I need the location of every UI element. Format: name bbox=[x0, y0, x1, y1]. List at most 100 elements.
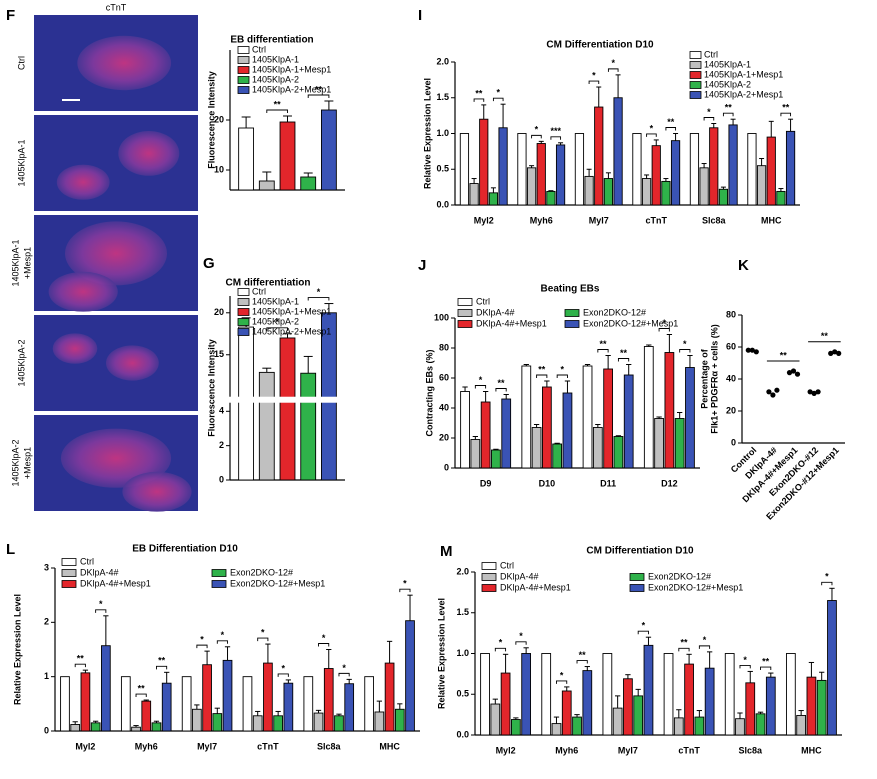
bar bbox=[212, 713, 223, 732]
y-axis-label: Fluorescence Intensity bbox=[206, 339, 216, 437]
significance-bracket bbox=[156, 665, 168, 670]
y-tick-label: 15 bbox=[214, 349, 224, 359]
significance-bracket bbox=[760, 666, 772, 671]
bar bbox=[120, 676, 131, 732]
chart-title: EB differentiation bbox=[230, 35, 313, 46]
bar bbox=[498, 127, 508, 206]
bar bbox=[238, 326, 255, 481]
legend-swatch bbox=[457, 320, 473, 328]
legend-label: Ctrl bbox=[476, 296, 490, 306]
bar bbox=[685, 367, 695, 469]
significance-label: ** bbox=[538, 364, 546, 374]
bar bbox=[724, 653, 735, 736]
data-point bbox=[774, 387, 780, 393]
bar bbox=[673, 717, 684, 736]
significance-bracket bbox=[515, 641, 527, 645]
y-axis-label: Fluorescence Intensity bbox=[206, 71, 216, 169]
legend-swatch bbox=[211, 569, 227, 577]
bar bbox=[582, 670, 593, 736]
bar bbox=[785, 653, 796, 736]
row-label: 1405KlpA-2 bbox=[10, 439, 20, 486]
x-tick-label: Slc8a bbox=[317, 741, 342, 751]
y-tick-label: 2.0 bbox=[456, 566, 469, 576]
significance-label: * bbox=[281, 663, 285, 673]
bar bbox=[689, 133, 700, 206]
bar bbox=[344, 683, 355, 732]
legend-label: Exon2DKO-12# bbox=[583, 307, 646, 317]
significance-label: ** bbox=[579, 650, 587, 660]
significance-label: ** bbox=[762, 656, 770, 666]
significance-bracket bbox=[703, 117, 715, 121]
bar bbox=[469, 183, 479, 206]
significance-label: * bbox=[560, 670, 564, 680]
bar bbox=[641, 178, 652, 206]
significance-bracket bbox=[646, 133, 657, 137]
bar bbox=[603, 368, 613, 469]
bar bbox=[323, 668, 334, 732]
significance-bracket bbox=[474, 385, 487, 389]
bar bbox=[661, 180, 671, 206]
bar bbox=[151, 722, 162, 732]
panel-letter: J bbox=[418, 257, 426, 274]
legend-label: Exon2DKO-12#+Mesp1 bbox=[230, 578, 325, 588]
bar bbox=[90, 722, 101, 732]
bar bbox=[181, 676, 192, 732]
legend-swatch bbox=[237, 298, 250, 306]
bar bbox=[613, 97, 623, 206]
significance-bracket bbox=[495, 388, 507, 392]
bar bbox=[574, 133, 585, 206]
y-tick-label: 1 bbox=[44, 671, 49, 681]
significance-label: ** bbox=[782, 103, 790, 113]
y-tick-label: 0.5 bbox=[436, 164, 449, 174]
data-point bbox=[786, 370, 793, 376]
legend-label: DKlpA-4# bbox=[80, 567, 119, 577]
bar bbox=[704, 667, 715, 736]
y-axis-label: Relative Expression Level bbox=[422, 78, 432, 189]
bar bbox=[552, 443, 563, 469]
bar bbox=[161, 682, 172, 732]
significance-label: ** bbox=[138, 683, 146, 693]
bar bbox=[279, 121, 296, 191]
row-label: 1405KlpA-1 bbox=[16, 139, 26, 186]
bar bbox=[643, 346, 654, 469]
legend-label: 1405KlpA-1+Mesp1 bbox=[252, 306, 331, 316]
bar bbox=[258, 180, 275, 191]
legend-swatch bbox=[689, 61, 702, 69]
significance-label: * bbox=[707, 107, 711, 117]
legend-label: 1405KlpA-1+Mesp1 bbox=[252, 64, 331, 74]
bar bbox=[623, 374, 634, 469]
data-point bbox=[832, 349, 838, 355]
bar bbox=[273, 715, 283, 732]
legend-label: Exon2DKO-12#+Mesp1 bbox=[648, 582, 743, 592]
significance-label: * bbox=[683, 339, 687, 349]
legend-swatch bbox=[689, 91, 702, 99]
bar bbox=[776, 190, 786, 206]
x-tick-label: Myl7 bbox=[197, 741, 217, 751]
data-point bbox=[745, 347, 751, 353]
legend-swatch bbox=[689, 51, 702, 59]
legend-label: 1405KlpA-2 bbox=[252, 74, 299, 84]
y-tick-label: 0 bbox=[219, 474, 224, 484]
x-tick-label: cTnT bbox=[646, 215, 668, 225]
bar bbox=[633, 695, 644, 736]
bar bbox=[101, 645, 111, 732]
legend-swatch bbox=[237, 56, 250, 64]
bar bbox=[517, 133, 527, 206]
chart-title: CM differentiation bbox=[226, 278, 311, 289]
x-tick-label: Slc8a bbox=[738, 745, 763, 755]
y-tick-label: 1.0 bbox=[456, 648, 469, 658]
y-tick-label: 2.0 bbox=[436, 56, 449, 66]
y-tick-label: 100 bbox=[434, 312, 449, 322]
bar bbox=[684, 663, 694, 736]
bar bbox=[555, 144, 566, 206]
significance-label: * bbox=[561, 364, 565, 374]
bar bbox=[488, 192, 499, 206]
significance-label: * bbox=[317, 287, 321, 297]
bar bbox=[320, 312, 337, 481]
significance-bracket bbox=[266, 109, 288, 113]
y-tick-label: 0.0 bbox=[436, 199, 449, 209]
bar bbox=[242, 676, 253, 732]
bar bbox=[480, 401, 491, 469]
bar bbox=[500, 672, 511, 736]
legend-swatch bbox=[481, 584, 497, 592]
